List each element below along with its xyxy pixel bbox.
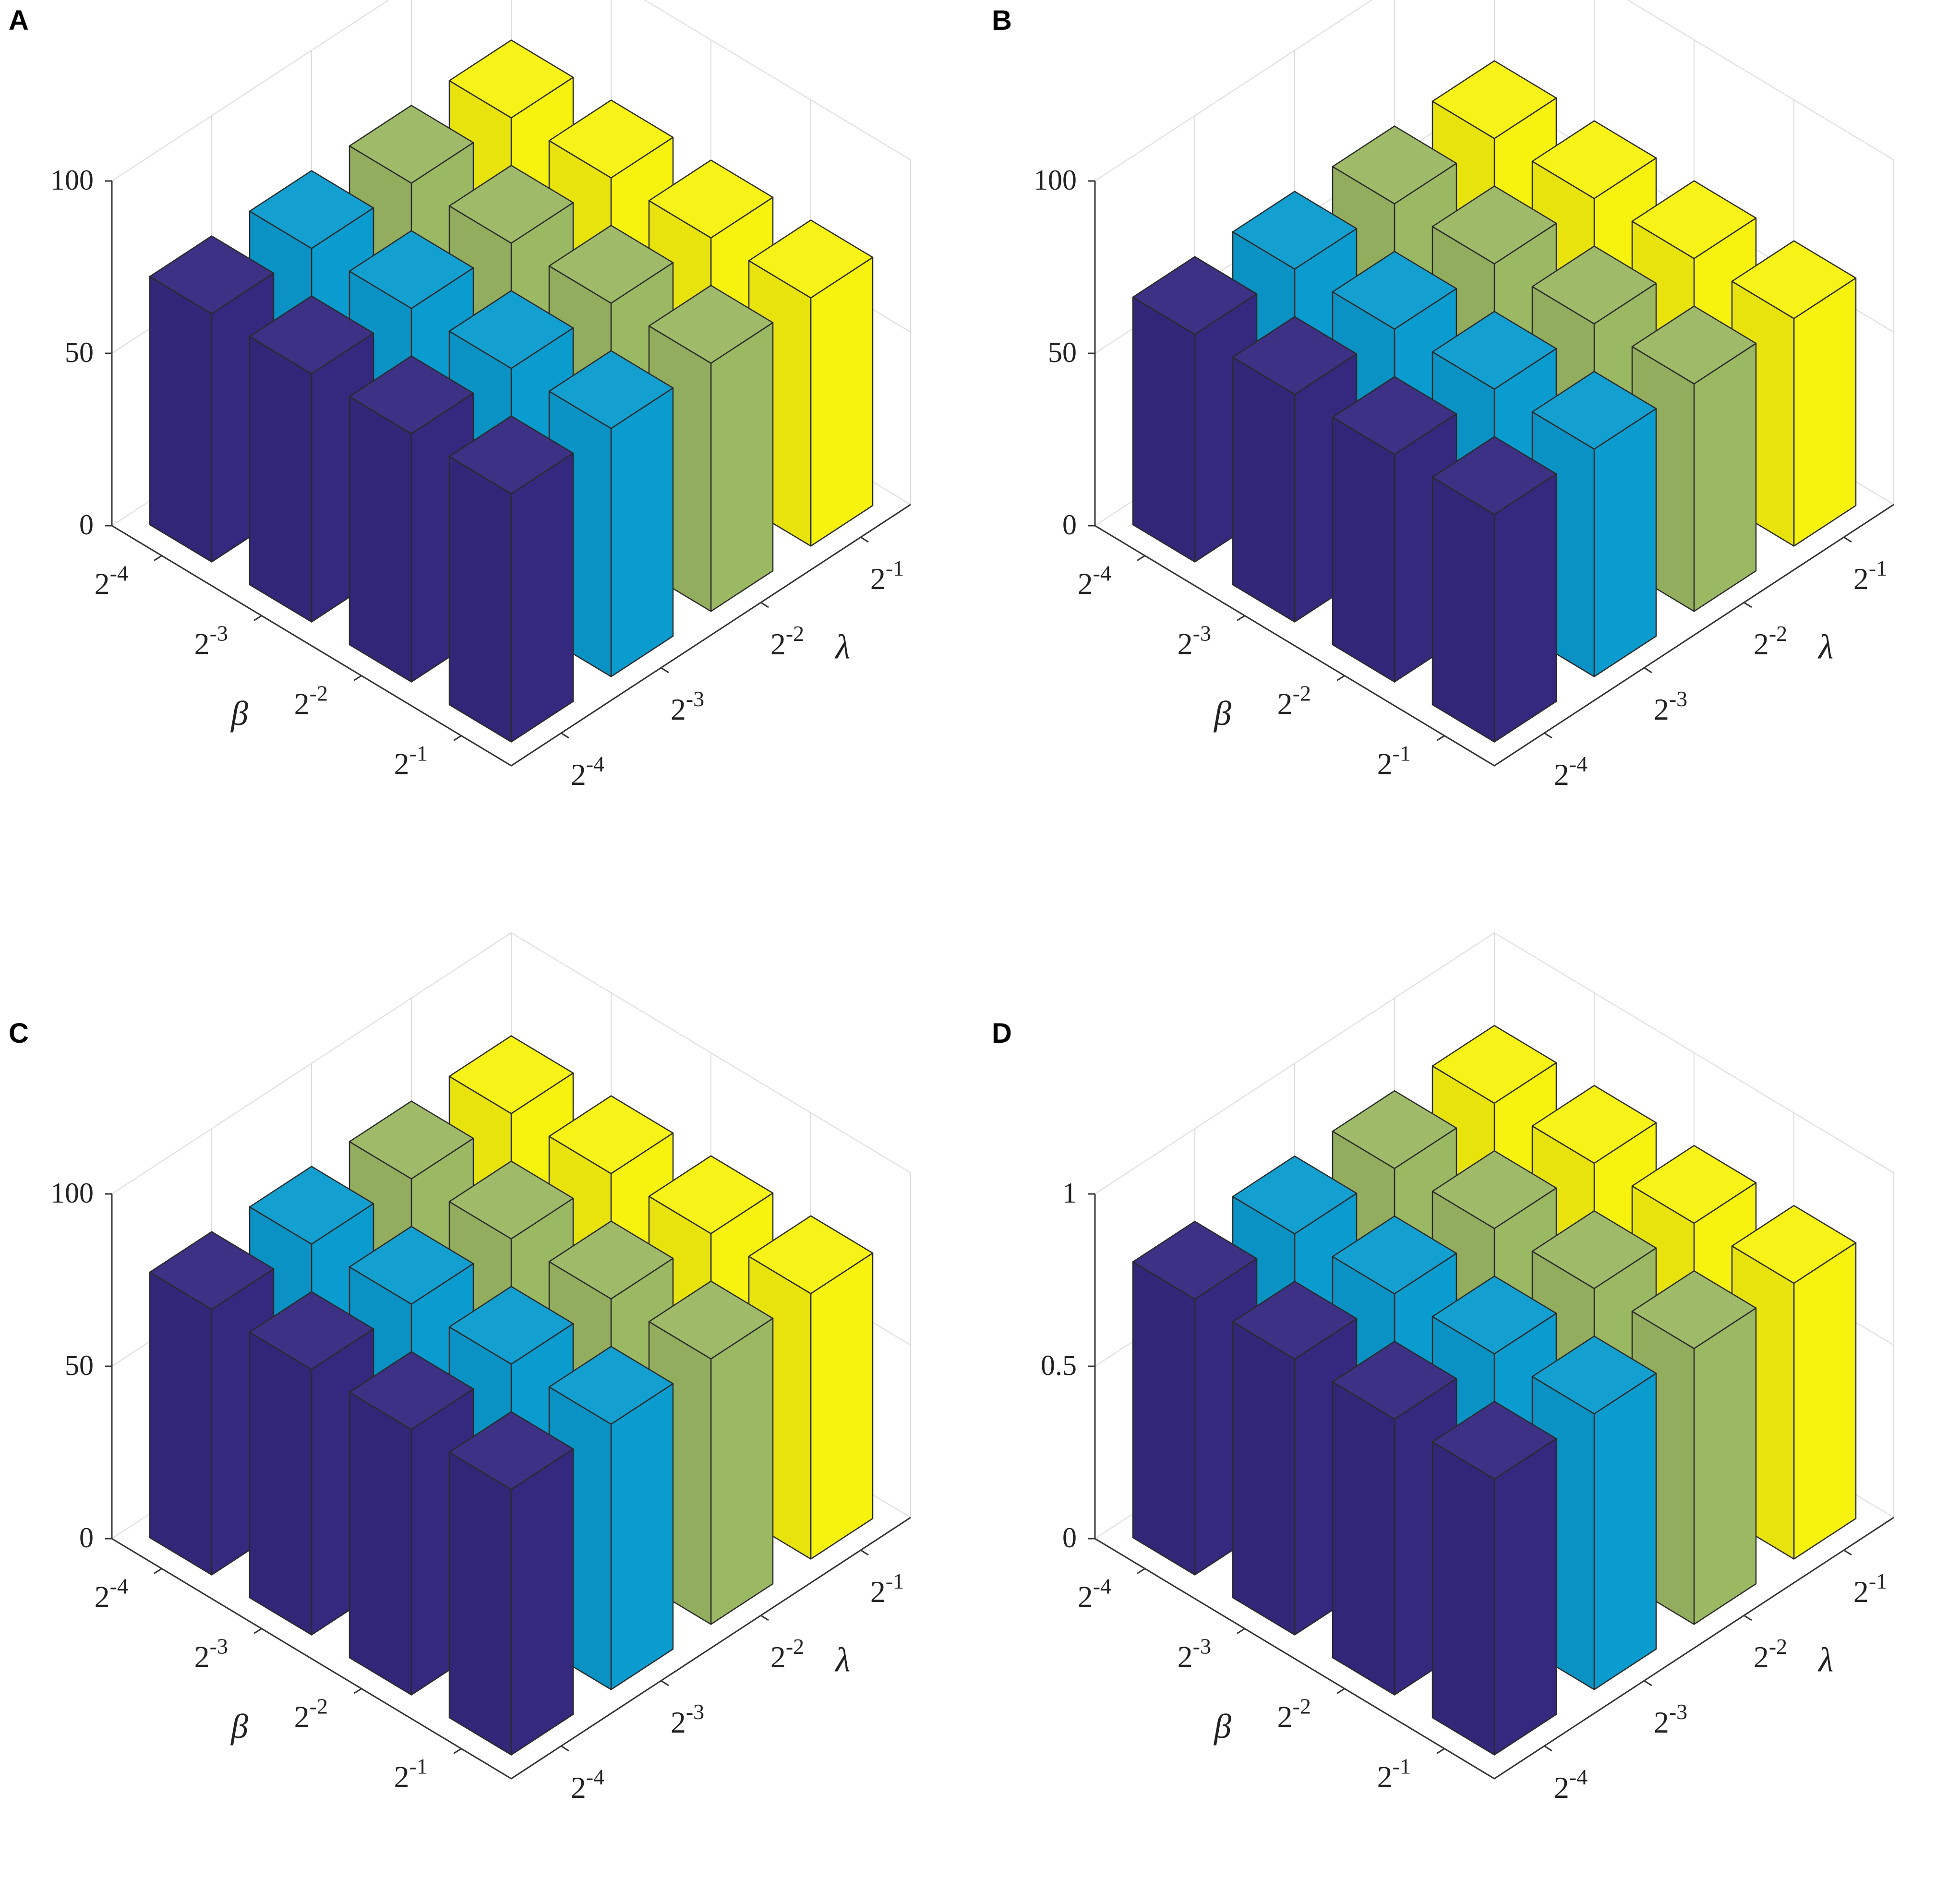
z-tick-label: 0	[79, 509, 94, 541]
lambda-tick-label: 2-1	[1853, 1569, 1887, 1609]
lambda-axis-label: λ	[1817, 627, 1833, 666]
beta-axis-label: β	[230, 694, 248, 733]
bar-2-4-2-1	[1431, 436, 1557, 743]
lambda-tick-label: 2-2	[1754, 1634, 1787, 1674]
lambda-tick-label: 2-2	[1754, 621, 1787, 661]
panel-label: B	[992, 5, 1012, 36]
z-tick-label: 100	[50, 1177, 94, 1209]
floor-axes	[111, 504, 911, 767]
beta-tick-label: 2-1	[1377, 1754, 1411, 1794]
lambda-tick-label: 2-3	[671, 1699, 704, 1739]
lambda-axis-label: λ	[1817, 1640, 1833, 1679]
beta-tick-label: 2-4	[1078, 561, 1111, 601]
floor-axes	[1094, 504, 1894, 767]
z-tick-label: 0	[79, 1522, 94, 1554]
z-tick-label: 100	[50, 164, 94, 196]
bar-2-4-2-1	[448, 415, 574, 743]
beta-tick-label: 2-1	[394, 741, 428, 781]
z-tick-label: 50	[65, 337, 94, 368]
lambda-tick-label: 2-1	[870, 1569, 904, 1609]
bar-2-4-2-3	[249, 1291, 374, 1636]
beta-tick-label: 2-1	[394, 1754, 428, 1794]
bars	[149, 39, 874, 743]
beta-tick-label: 2-2	[294, 1694, 328, 1734]
lambda-tick-label: 2-4	[1554, 752, 1587, 792]
lambda-axis-label: λ	[834, 627, 850, 666]
panel-label: C	[9, 1018, 29, 1049]
z-tick-label: 0	[1062, 1522, 1077, 1554]
panel-label: D	[992, 1018, 1012, 1049]
z-tick-label: 0	[1062, 509, 1077, 541]
bar-2-4-2-1	[448, 1411, 574, 1756]
chart-panel-a: A 0 50 100 2-4 2-3 2-2 2-1 2-4 2-3 2-2 2-1 β λ	[9, 0, 911, 792]
beta-tick-label: 2-3	[194, 1634, 228, 1674]
z-tick-label: 50	[1048, 337, 1077, 368]
lambda-tick-label: 2-2	[770, 621, 804, 661]
beta-axis-label: β	[1213, 1707, 1231, 1746]
panel-label: A	[9, 5, 29, 36]
lambda-tick-label: 2-4	[1554, 1765, 1587, 1805]
beta-tick-label: 2-2	[294, 681, 328, 721]
lambda-tick-label: 2-1	[1853, 556, 1887, 596]
lambda-tick-label: 2-3	[671, 687, 704, 726]
beta-tick-label: 2-4	[95, 561, 128, 601]
beta-tick-label: 2-3	[194, 621, 228, 661]
bars	[1132, 60, 1857, 743]
chart-panel-c: C 0 50 100 2-4 2-3 2-2 2-1 2-4 2-3 2-2 2-1 β λ	[9, 932, 911, 1805]
beta-tick-label: 2-1	[1377, 741, 1411, 781]
lambda-axis-label: λ	[834, 1640, 850, 1679]
lambda-tick-label: 2-2	[770, 1634, 804, 1674]
beta-tick-label: 2-4	[1078, 1574, 1111, 1614]
beta-tick-label: 2-2	[1277, 681, 1311, 721]
beta-axis-label: β	[1213, 694, 1231, 733]
beta-tick-label: 2-3	[1178, 621, 1211, 661]
floor-axes	[111, 1517, 911, 1780]
beta-tick-label: 2-2	[1277, 1694, 1311, 1734]
chart-panel-b: B 0 50 100 2-4 2-3 2-2 2-1 2-4 2-3 2-2 2-1 β λ	[992, 0, 1894, 792]
bar-2-4-2-2	[1332, 1340, 1457, 1696]
bars	[149, 1035, 874, 1756]
z-tick-label: 100	[1034, 164, 1077, 196]
bar-2-4-2-2	[349, 355, 474, 683]
bar-2-4-2-1	[1431, 1400, 1557, 1756]
bars	[1132, 1024, 1857, 1756]
lambda-tick-label: 2-4	[571, 1765, 604, 1805]
floor-axes	[1094, 1517, 1894, 1780]
lambda-tick-label: 2-4	[571, 752, 604, 792]
lambda-tick-label: 2-3	[1654, 687, 1687, 726]
beta-tick-label: 2-4	[95, 1574, 128, 1614]
chart-panel-d: D 0 0.5 1 2-4 2-3 2-2 2-1 2-4 2-3 2-2 2-1 β λ	[992, 932, 1894, 1805]
z-tick-label: 1	[1062, 1177, 1077, 1209]
beta-axis-label: β	[230, 1707, 248, 1746]
lambda-tick-label: 2-3	[1654, 1699, 1687, 1739]
lambda-tick-label: 2-1	[870, 556, 904, 596]
beta-tick-label: 2-3	[1178, 1634, 1211, 1674]
z-tick-label: 0.5	[1041, 1349, 1077, 1381]
z-tick-label: 50	[65, 1349, 94, 1381]
